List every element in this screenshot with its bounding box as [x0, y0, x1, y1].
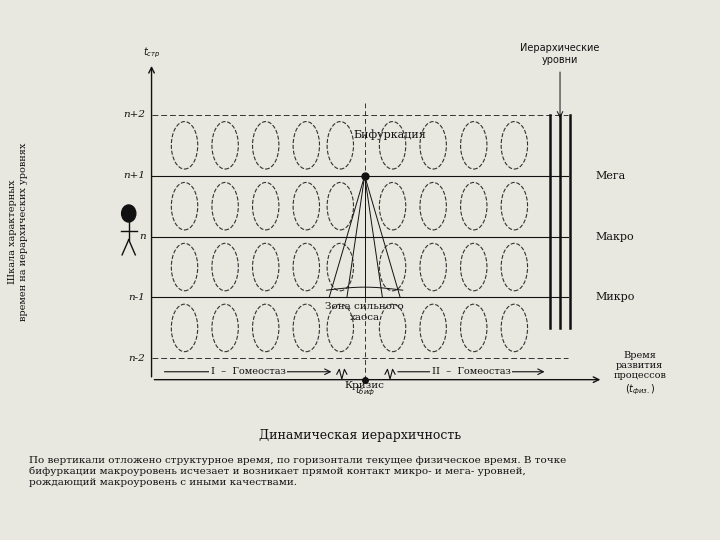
Text: Бифуркация: Бифуркация [354, 130, 426, 140]
Text: n-1: n-1 [129, 293, 145, 302]
Text: I  –  Гомеостаз: I – Гомеостаз [210, 367, 285, 376]
Text: Мега: Мега [595, 171, 626, 181]
Text: Кризис: Кризис [345, 381, 384, 390]
Circle shape [122, 205, 136, 222]
Text: Динамическая иерархичность: Динамическая иерархичность [259, 429, 461, 442]
Text: Иерархические
уровни: Иерархические уровни [521, 43, 600, 65]
Text: Время
развития
процессов
$(t_{физ.})$: Время развития процессов $(t_{физ.})$ [613, 350, 666, 397]
Text: Шкала характерных
времен на иерархических уровнях: Шкала характерных времен на иерархически… [9, 143, 27, 321]
Text: Макро: Макро [595, 232, 634, 241]
Text: Микро: Микро [595, 293, 635, 302]
Text: $t_{стр}$: $t_{стр}$ [143, 46, 161, 60]
Text: n+2: n+2 [123, 110, 145, 119]
Text: II  –  Гомеостаз: II – Гомеостаз [432, 367, 510, 376]
Text: n: n [139, 232, 145, 241]
Text: По вертикали отложено структурное время, по горизонтали текущее физическое время: По вертикали отложено структурное время,… [29, 456, 566, 487]
Text: Зона сильного
хаоса: Зона сильного хаоса [325, 302, 404, 322]
Text: n-2: n-2 [129, 354, 145, 363]
Text: $t_{биф}$: $t_{биф}$ [355, 384, 374, 399]
Text: n+1: n+1 [123, 171, 145, 180]
